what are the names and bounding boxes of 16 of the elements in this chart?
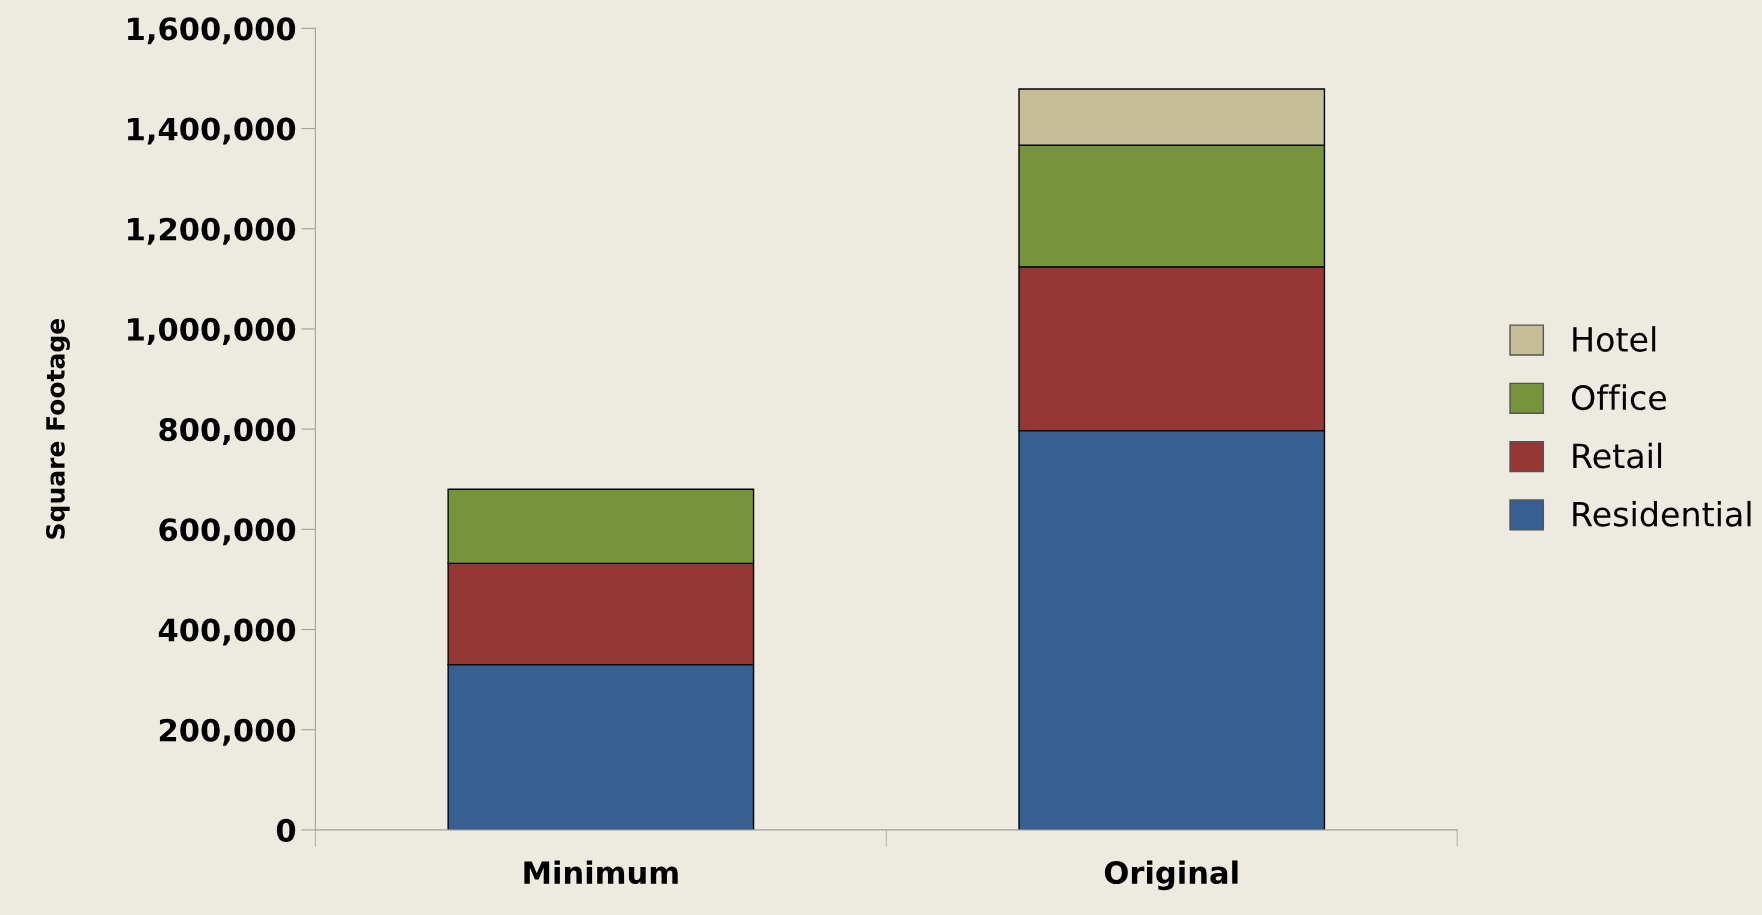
legend-label: Retail: [1573, 442, 1662, 469]
y-tick-label: 1,000,000: [128, 317, 296, 345]
legend-label: Residential: [1573, 500, 1751, 527]
x-tick-label: Minimum: [524, 860, 678, 885]
y-tick-label: 600,000: [159, 518, 296, 546]
y-tick-label: 1,200,000: [128, 217, 296, 245]
y-tick-label: 0: [276, 818, 296, 842]
y-tick-label: 800,000: [159, 418, 296, 446]
y-axis-title: Square Footage: [45, 319, 70, 539]
y-tick-label: 1,400,000: [128, 117, 296, 145]
legend-label: Office: [1571, 384, 1667, 411]
y-tick-label: 200,000: [159, 718, 296, 746]
legend-label: Hotel: [1573, 326, 1656, 352]
x-tick-label: Original: [1104, 860, 1238, 891]
y-tick-label: 400,000: [158, 618, 296, 646]
y-tick-label: 1,600,000: [128, 17, 296, 45]
